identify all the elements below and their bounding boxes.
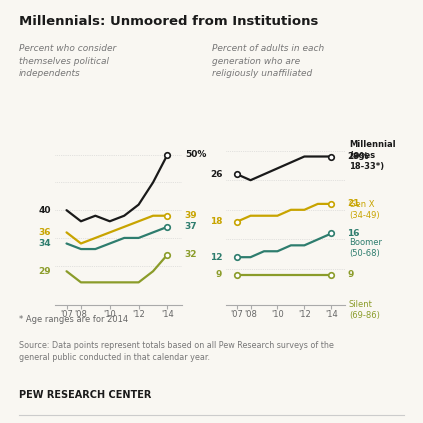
Text: Percent who consider
themselves political
independents: Percent who consider themselves politica… [19,44,116,78]
Text: 37: 37 [185,222,198,231]
Text: 39: 39 [185,211,198,220]
Text: 32: 32 [185,250,197,259]
Text: * Age ranges are for 2014: * Age ranges are for 2014 [19,315,128,324]
Text: Millennial
(ages
18-33*): Millennial (ages 18-33*) [349,140,396,171]
Text: Percent of adults in each
generation who are
religiously unaffiliated: Percent of adults in each generation who… [212,44,324,78]
Text: 50%: 50% [185,150,206,159]
Text: 9: 9 [216,270,222,280]
Text: PEW RESEARCH CENTER: PEW RESEARCH CENTER [19,390,151,400]
Text: 36: 36 [38,228,51,237]
Text: Source: Data points represent totals based on all Pew Research surveys of the
ge: Source: Data points represent totals bas… [19,341,334,362]
Text: 21: 21 [347,199,360,209]
Text: Gen X
(34-49): Gen X (34-49) [349,200,379,220]
Text: 12: 12 [210,253,222,262]
Text: 29%: 29% [347,152,369,161]
Text: Silent
(69-86): Silent (69-86) [349,300,380,321]
Text: Boomer
(50-68): Boomer (50-68) [349,238,382,258]
Text: 26: 26 [210,170,222,179]
Text: Millennials: Unmoored from Institutions: Millennials: Unmoored from Institutions [19,15,319,28]
Text: 16: 16 [347,229,360,238]
Text: 9: 9 [347,270,354,280]
Text: 18: 18 [210,217,222,226]
Text: 29: 29 [38,267,51,276]
Text: 34: 34 [38,239,51,248]
Text: 40: 40 [38,206,51,215]
